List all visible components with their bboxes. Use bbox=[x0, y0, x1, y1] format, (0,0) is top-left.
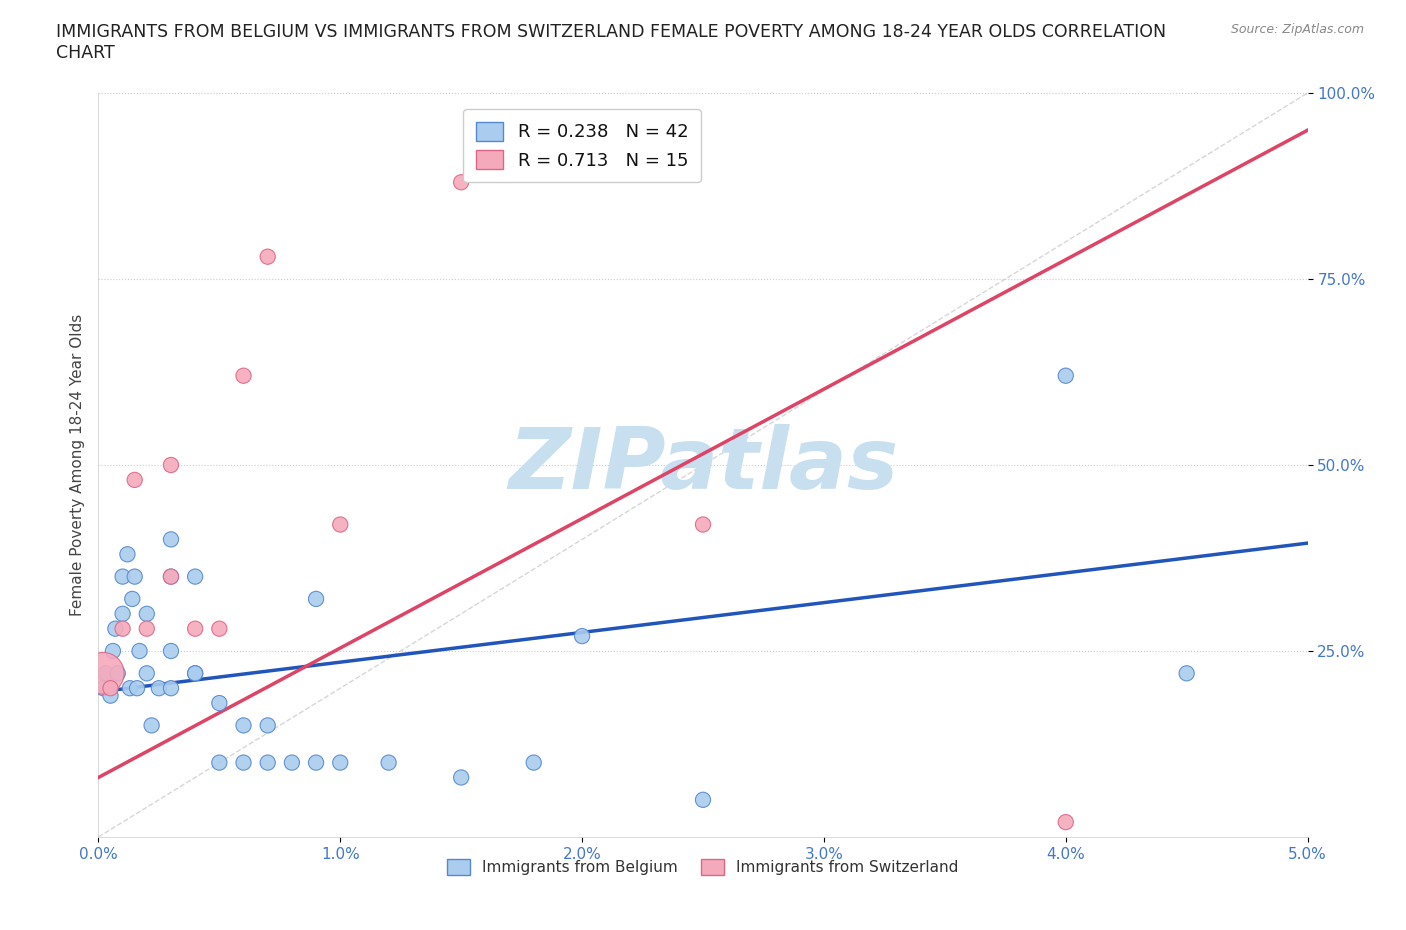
Point bbox=[124, 569, 146, 584]
Point bbox=[450, 175, 472, 190]
Point bbox=[124, 472, 146, 487]
Point bbox=[256, 249, 278, 264]
Point bbox=[1054, 815, 1077, 830]
Point bbox=[118, 681, 141, 696]
Point bbox=[107, 666, 129, 681]
Point bbox=[377, 755, 399, 770]
Point bbox=[208, 621, 231, 636]
Point bbox=[127, 681, 149, 696]
Point bbox=[281, 755, 304, 770]
Point bbox=[256, 755, 278, 770]
Point bbox=[148, 681, 170, 696]
Point bbox=[184, 569, 207, 584]
Point bbox=[692, 517, 714, 532]
Point bbox=[100, 681, 122, 696]
Point bbox=[104, 621, 127, 636]
Point bbox=[160, 569, 183, 584]
Point bbox=[160, 569, 183, 584]
Point bbox=[121, 591, 143, 606]
Point bbox=[160, 644, 183, 658]
Point bbox=[232, 368, 254, 383]
Point bbox=[111, 621, 134, 636]
Point bbox=[692, 792, 714, 807]
Point bbox=[232, 755, 254, 770]
Point bbox=[135, 606, 157, 621]
Point bbox=[184, 666, 207, 681]
Point bbox=[160, 681, 183, 696]
Point bbox=[141, 718, 163, 733]
Point bbox=[91, 681, 114, 696]
Point bbox=[329, 517, 352, 532]
Point bbox=[100, 688, 122, 703]
Point bbox=[91, 666, 114, 681]
Point bbox=[523, 755, 546, 770]
Point bbox=[111, 606, 134, 621]
Point bbox=[232, 718, 254, 733]
Point bbox=[1054, 368, 1077, 383]
Point bbox=[184, 666, 207, 681]
Text: Source: ZipAtlas.com: Source: ZipAtlas.com bbox=[1230, 23, 1364, 36]
Text: ZIPatlas: ZIPatlas bbox=[508, 423, 898, 507]
Point bbox=[208, 696, 231, 711]
Point bbox=[128, 644, 150, 658]
Point bbox=[111, 569, 134, 584]
Point bbox=[184, 621, 207, 636]
Point bbox=[305, 591, 328, 606]
Point bbox=[305, 755, 328, 770]
Point bbox=[571, 629, 593, 644]
Point bbox=[94, 666, 117, 681]
Point bbox=[1175, 666, 1198, 681]
Point bbox=[256, 718, 278, 733]
Point bbox=[101, 644, 124, 658]
Text: IMMIGRANTS FROM BELGIUM VS IMMIGRANTS FROM SWITZERLAND FEMALE POVERTY AMONG 18-2: IMMIGRANTS FROM BELGIUM VS IMMIGRANTS FR… bbox=[56, 23, 1167, 41]
Y-axis label: Female Poverty Among 18-24 Year Olds: Female Poverty Among 18-24 Year Olds bbox=[69, 314, 84, 617]
Point bbox=[135, 666, 157, 681]
Point bbox=[208, 755, 231, 770]
Point bbox=[329, 755, 352, 770]
Point bbox=[160, 458, 183, 472]
Point bbox=[160, 532, 183, 547]
Text: CHART: CHART bbox=[56, 44, 115, 61]
Legend: Immigrants from Belgium, Immigrants from Switzerland: Immigrants from Belgium, Immigrants from… bbox=[441, 853, 965, 882]
Point bbox=[135, 621, 157, 636]
Point bbox=[117, 547, 139, 562]
Point bbox=[450, 770, 472, 785]
